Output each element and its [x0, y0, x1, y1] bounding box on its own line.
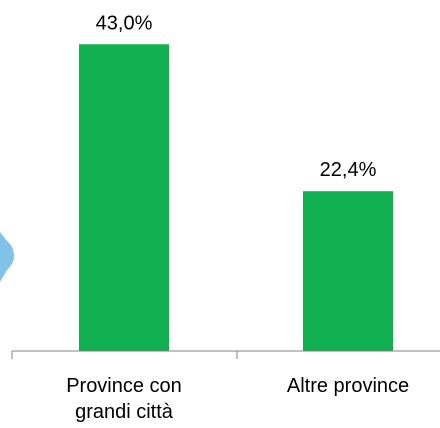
value-labels-group: 43,0% 22,4% [96, 12, 377, 181]
map-fragment-decoration [0, 232, 14, 282]
bar-1 [303, 191, 393, 351]
bar-0 [79, 44, 169, 352]
x-tick-label-1-line-0: Altre province [287, 375, 409, 397]
bars-group [79, 44, 393, 352]
value-label-1: 22,4% [320, 159, 377, 181]
x-tick-label-0-line-0: Province con [66, 375, 182, 397]
x-tick-label-0-line-1: grandi città [75, 401, 174, 423]
value-label-0: 43,0% [96, 12, 153, 34]
x-tick-labels-group: Province con grandi città Altre province [66, 375, 409, 423]
